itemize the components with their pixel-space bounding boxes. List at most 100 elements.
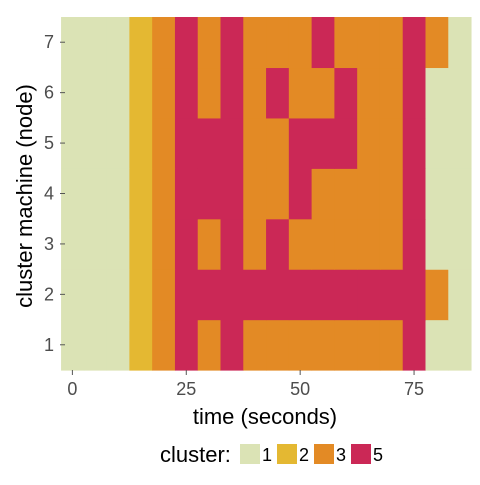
heatmap-cell: [83, 67, 108, 119]
heatmap-cell: [106, 218, 130, 270]
heatmap-cell: [129, 117, 153, 169]
heatmap-cell: [129, 269, 153, 321]
legend-label: 2: [299, 445, 309, 465]
heatmap-cell: [266, 319, 290, 371]
x-tick-label: 0: [67, 379, 77, 399]
heatmap-cell: [243, 319, 267, 371]
heatmap-cell: [448, 269, 472, 321]
heatmap-cell: [129, 67, 153, 119]
y-axis-title: cluster machine (node): [12, 84, 37, 308]
heatmap-cell: [311, 168, 335, 220]
heatmap-cell: [220, 67, 244, 119]
heatmap-cell: [311, 117, 335, 169]
heatmap-cell: [197, 269, 221, 321]
heatmap-cell: [425, 269, 449, 321]
heatmap-cell: [220, 117, 244, 169]
heatmap-cell: [311, 319, 335, 371]
heatmap-cell: [152, 218, 176, 270]
heatmap-cell: [334, 17, 358, 69]
heatmap-cell: [379, 168, 404, 220]
heatmap-cell: [83, 117, 108, 169]
heatmap-cell: [266, 269, 290, 321]
heatmap-cell: [357, 67, 381, 119]
heatmap-cell: [288, 17, 313, 69]
legend-swatch: [277, 444, 297, 464]
legend-label: 3: [336, 445, 346, 465]
heatmap-cell: [448, 117, 472, 169]
heatmap-cell: [288, 319, 313, 371]
heatmap-cell: [106, 319, 130, 371]
heatmap-cell: [402, 218, 426, 270]
heatmap-cell: [197, 319, 221, 371]
heatmap-cell: [129, 17, 153, 69]
heatmap-cell: [174, 17, 199, 69]
heatmap-cell: [220, 168, 244, 220]
heatmap-cell: [288, 117, 313, 169]
heatmap-cell: [106, 269, 130, 321]
heatmap-cell: [152, 319, 176, 371]
x-tick-label: 75: [404, 379, 424, 399]
heatmap-cell: [288, 218, 313, 270]
heatmap-cell: [266, 117, 290, 169]
x-tick-label: 50: [290, 379, 310, 399]
legend-swatch: [351, 444, 371, 464]
y-tick-label: 7: [44, 32, 54, 52]
heatmap-cell: [129, 218, 153, 270]
heatmap-cell: [334, 218, 358, 270]
legend-swatch: [314, 444, 334, 464]
legend: cluster: 1 2 3 5: [160, 442, 383, 467]
heatmap-cell: [129, 319, 153, 371]
heatmap-cell: [402, 117, 426, 169]
heatmap-cell: [174, 269, 199, 321]
heatmap-cell: [402, 319, 426, 371]
heatmap-cell: [379, 269, 404, 321]
heatmap-cell: [106, 67, 130, 119]
heatmap-cell: [243, 117, 267, 169]
heatmap-cell: [174, 218, 199, 270]
heatmap-cell: [174, 168, 199, 220]
legend-title: cluster:: [160, 442, 231, 467]
heatmap-cell: [379, 117, 404, 169]
heatmap-cell: [357, 269, 381, 321]
heatmap-cell: [334, 319, 358, 371]
heatmap-cell: [311, 17, 335, 69]
heatmap-cell: [61, 168, 85, 220]
heatmap-cell: [425, 67, 449, 119]
heatmap-cell: [197, 117, 221, 169]
heatmap-cell: [197, 168, 221, 220]
heatmap-cell: [402, 168, 426, 220]
heatmap-cell: [106, 168, 130, 220]
heatmap-cell: [220, 17, 244, 69]
heatmap-cell: [334, 67, 358, 119]
heatmap-cell: [83, 269, 108, 321]
heatmap-cell: [197, 17, 221, 69]
heatmap-cell: [61, 67, 85, 119]
heatmap-cell: [448, 168, 472, 220]
axis-ticks: 0 25 50 75 1 2 3 4 5 6 7: [44, 32, 424, 399]
y-tick-label: 3: [44, 234, 54, 254]
heatmap-cell: [61, 117, 85, 169]
legend-label: 1: [262, 445, 272, 465]
y-tick-label: 2: [44, 284, 54, 304]
heatmap-cell: [379, 218, 404, 270]
heatmap-cell: [83, 218, 108, 270]
x-axis-title: time (seconds): [193, 404, 337, 429]
heatmap-cell: [243, 67, 267, 119]
heatmap-cell: [106, 17, 130, 69]
heatmap-cell: [448, 319, 472, 371]
heatmap-cell: [425, 17, 449, 69]
heatmap-cell: [266, 17, 290, 69]
heatmap-cell: [243, 168, 267, 220]
heatmap-cell: [357, 168, 381, 220]
heatmap-cell: [220, 319, 244, 371]
heatmap-cell: [425, 319, 449, 371]
heatmap-cell: [174, 319, 199, 371]
heatmap-cell: [357, 319, 381, 371]
heatmap-cell: [448, 218, 472, 270]
heatmap-cell: [288, 168, 313, 220]
heatmap-cell: [61, 269, 85, 321]
heatmap-cell: [83, 17, 108, 69]
heatmap-cell: [311, 67, 335, 119]
